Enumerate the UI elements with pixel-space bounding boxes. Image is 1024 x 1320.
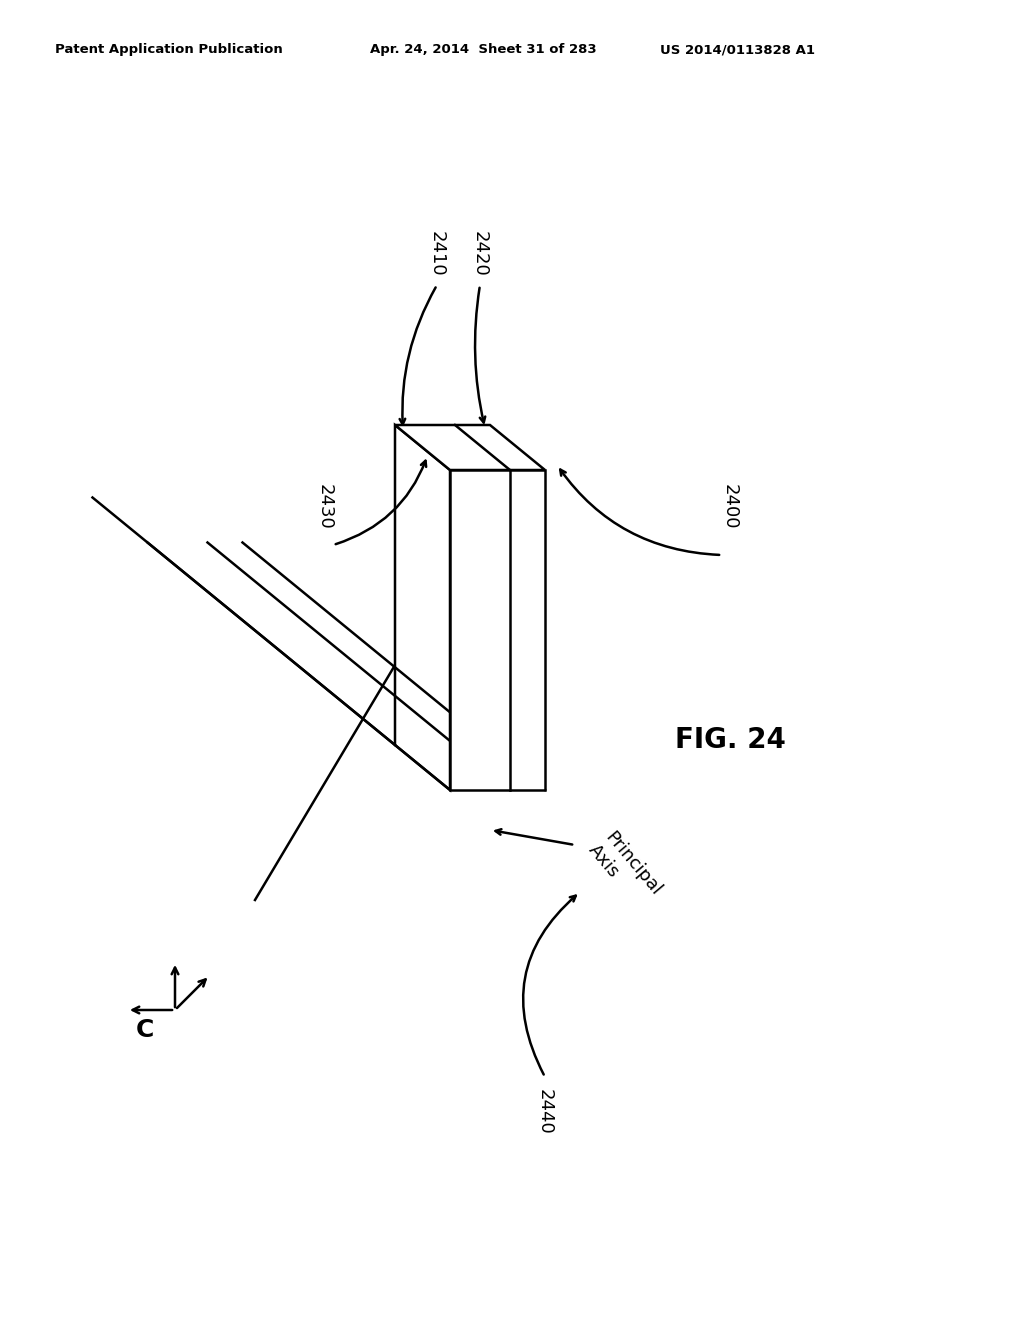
Text: Principal
Axis: Principal Axis bbox=[585, 828, 665, 912]
Polygon shape bbox=[395, 425, 450, 789]
Text: 2430: 2430 bbox=[316, 484, 334, 531]
Polygon shape bbox=[395, 425, 545, 470]
Text: 2420: 2420 bbox=[471, 231, 489, 277]
Text: 2410: 2410 bbox=[428, 231, 446, 277]
Polygon shape bbox=[450, 470, 545, 789]
Text: 2400: 2400 bbox=[721, 484, 739, 531]
Text: Apr. 24, 2014  Sheet 31 of 283: Apr. 24, 2014 Sheet 31 of 283 bbox=[370, 44, 597, 57]
Text: FIG. 24: FIG. 24 bbox=[675, 726, 785, 754]
Text: Patent Application Publication: Patent Application Publication bbox=[55, 44, 283, 57]
Text: 2440: 2440 bbox=[536, 1089, 554, 1135]
Text: C: C bbox=[136, 1018, 155, 1041]
Text: US 2014/0113828 A1: US 2014/0113828 A1 bbox=[660, 44, 815, 57]
